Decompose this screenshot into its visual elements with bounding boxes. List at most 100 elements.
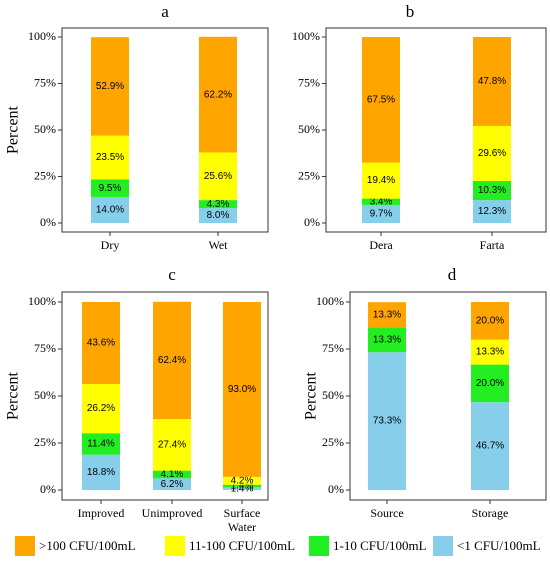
data-label: 25.6% [204, 171, 232, 182]
data-label: 4.3% [207, 199, 230, 210]
x-tick-label: Farta [480, 238, 505, 252]
bar-segment [471, 302, 509, 340]
legend-label: 11-100 CFU/100mL [189, 538, 295, 553]
y-tick-label: 50% [298, 122, 320, 136]
data-label: 3.4% [370, 196, 393, 207]
plot-frame [325, 27, 547, 233]
bar-segment [471, 364, 509, 403]
y-axis-label: Percent [303, 371, 320, 420]
legend-swatch [165, 536, 185, 556]
data-label: 6.2% [161, 479, 184, 490]
data-label: 18.8% [87, 467, 115, 478]
data-label: 62.2% [204, 89, 232, 100]
y-tick-label: 100% [28, 29, 56, 43]
data-label: 43.6% [87, 338, 115, 349]
bar-segment [91, 37, 129, 136]
x-tick-label: Source [370, 506, 403, 520]
y-tick-label: 75% [34, 341, 56, 355]
bar-segment [82, 433, 120, 455]
legend-label: <1 CFU/100mL [457, 538, 541, 553]
legend-swatch [15, 536, 35, 556]
data-label: 23.5% [96, 152, 124, 163]
data-label: 13.3% [373, 309, 401, 320]
panel-title: d [448, 265, 457, 284]
data-label: 52.9% [96, 81, 124, 92]
legend-swatch [433, 536, 453, 556]
data-label: 26.2% [87, 403, 115, 414]
bar-segment [223, 476, 261, 485]
bar-segment [153, 478, 191, 490]
data-label: 10.3% [478, 185, 506, 196]
x-tick-label: Surface Water [224, 506, 261, 534]
bar-segment [153, 301, 191, 420]
bar-segment [471, 402, 509, 490]
panel-title: a [161, 2, 169, 21]
bar-segment [368, 302, 406, 328]
data-label: 27.4% [158, 440, 186, 451]
data-label: 13.3% [373, 334, 401, 345]
data-label: 67.5% [367, 94, 395, 105]
y-tick-label: 0% [40, 482, 56, 496]
data-label: 9.7% [370, 209, 393, 220]
bar-segment [82, 302, 120, 384]
y-tick-label: 25% [322, 435, 344, 449]
bar-segment [91, 135, 129, 180]
bar-segment [362, 198, 400, 205]
y-tick-label: 0% [304, 215, 320, 229]
data-label: 19.4% [367, 175, 395, 186]
bar-segment [362, 37, 400, 163]
data-label: 13.3% [476, 347, 504, 358]
x-tick-label: Dera [369, 238, 393, 252]
bar-segment [368, 327, 406, 353]
bar-segment [368, 352, 406, 490]
legend-label: 1-10 CFU/100mL [333, 538, 427, 553]
data-label: 93.0% [228, 384, 256, 395]
y-axis-label: Percent [5, 105, 22, 154]
y-tick-label: 100% [28, 294, 56, 308]
data-label: 1.4% [231, 481, 254, 492]
y-tick-label: 25% [34, 435, 56, 449]
x-tick-label: Improved [78, 506, 125, 520]
data-label: 4.2% [231, 475, 254, 486]
bar-segment [153, 419, 191, 471]
y-tick-label: 100% [292, 29, 320, 43]
bar-segment [362, 162, 400, 199]
y-tick-label: 0% [328, 482, 344, 496]
data-label: 1.4% [231, 483, 254, 494]
y-tick-label: 75% [298, 75, 320, 89]
y-tick-label: 75% [34, 75, 56, 89]
bar-segment [199, 208, 237, 223]
bar-segment [153, 470, 191, 479]
bar-segment [473, 125, 511, 181]
panel-title: b [406, 2, 415, 21]
data-label: 8.0% [207, 210, 230, 221]
bar-segment [223, 487, 261, 490]
bar-segment [199, 36, 237, 153]
bar-segment [471, 339, 509, 365]
x-tick-label: Wet [208, 238, 228, 252]
y-tick-label: 25% [34, 168, 56, 182]
data-label: 62.4% [158, 355, 186, 366]
data-label: 20.0% [476, 315, 504, 326]
data-label: 11.4% [87, 439, 115, 450]
y-tick-label: 0% [40, 215, 56, 229]
data-label: 20.0% [476, 378, 504, 389]
data-label: 4.1% [161, 469, 184, 480]
legend-swatch [309, 536, 329, 556]
bar-segment [82, 454, 120, 490]
y-tick-label: 25% [298, 168, 320, 182]
bar-segment [223, 302, 261, 477]
data-label: 12.3% [478, 206, 506, 217]
data-label: 14.0% [96, 205, 124, 216]
x-tick-label: Unimproved [142, 506, 203, 520]
data-label: 47.8% [478, 76, 506, 87]
bar-segment [223, 484, 261, 488]
data-label: 46.7% [476, 441, 504, 452]
panel-title: c [168, 265, 176, 284]
y-tick-label: 50% [34, 388, 56, 402]
y-tick-label: 50% [322, 388, 344, 402]
bar-segment [473, 37, 511, 126]
bar-segment [82, 383, 120, 434]
data-label: 73.3% [373, 416, 401, 427]
